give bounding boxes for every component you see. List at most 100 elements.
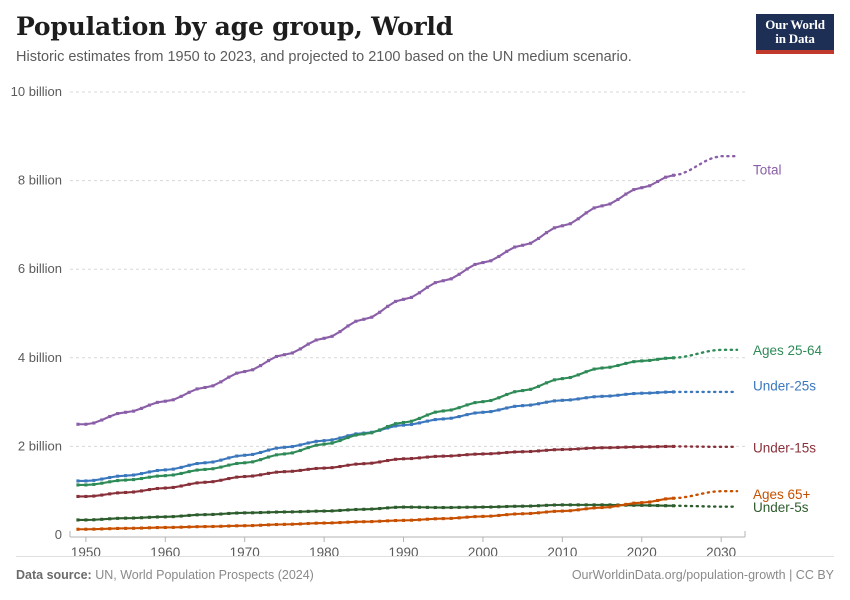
data-point-marker[interactable] — [401, 420, 406, 425]
data-point-marker[interactable] — [219, 524, 223, 528]
data-point-marker[interactable] — [529, 403, 533, 407]
data-point-marker[interactable] — [433, 505, 437, 510]
data-point-marker[interactable] — [203, 467, 207, 471]
data-point-marker[interactable] — [544, 503, 549, 507]
data-point-marker[interactable] — [394, 505, 398, 509]
data-point-marker[interactable] — [76, 479, 80, 483]
data-point-marker[interactable] — [243, 461, 247, 465]
data-point-marker[interactable] — [608, 505, 612, 509]
data-point-marker[interactable] — [616, 363, 620, 368]
data-point-marker[interactable] — [513, 512, 517, 516]
data-point-marker[interactable] — [219, 512, 223, 516]
data-point-marker[interactable] — [536, 504, 541, 508]
data-point-marker[interactable] — [632, 445, 636, 449]
data-point-marker[interactable] — [656, 445, 660, 449]
data-point-marker[interactable] — [131, 478, 136, 482]
data-point-marker[interactable] — [648, 184, 652, 188]
data-point-marker[interactable] — [600, 503, 604, 507]
data-point-marker[interactable] — [616, 393, 620, 397]
series-line-projected[interactable] — [672, 348, 739, 359]
data-point-marker[interactable] — [521, 450, 525, 454]
data-point-marker[interactable] — [282, 353, 286, 357]
data-point-marker[interactable] — [378, 506, 382, 511]
data-point-marker[interactable] — [116, 474, 120, 478]
data-point-marker[interactable] — [656, 498, 660, 502]
data-point-marker[interactable] — [354, 319, 358, 323]
data-point-marker[interactable] — [417, 518, 421, 522]
data-point-marker[interactable] — [100, 527, 104, 531]
data-point-marker[interactable] — [608, 202, 612, 206]
data-point-marker[interactable] — [266, 455, 271, 459]
data-point-marker[interactable] — [330, 466, 334, 470]
data-point-marker[interactable] — [306, 441, 310, 445]
data-point-marker[interactable] — [560, 224, 564, 228]
data-point-marker[interactable] — [163, 468, 167, 472]
data-point-marker[interactable] — [536, 511, 541, 515]
data-point-marker[interactable] — [671, 356, 676, 360]
data-point-marker[interactable] — [640, 445, 644, 449]
data-point-marker[interactable] — [473, 505, 477, 509]
data-point-marker[interactable] — [600, 394, 604, 398]
data-point-marker[interactable] — [187, 463, 191, 467]
data-point-marker[interactable] — [100, 493, 104, 497]
data-point-marker[interactable] — [640, 503, 644, 507]
data-point-marker[interactable] — [386, 304, 390, 308]
data-point-marker[interactable] — [306, 467, 310, 471]
data-point-marker[interactable] — [100, 517, 104, 521]
data-point-marker[interactable] — [306, 509, 310, 513]
data-point-marker[interactable] — [187, 390, 191, 394]
data-point-marker[interactable] — [147, 403, 151, 407]
data-point-marker[interactable] — [290, 445, 294, 449]
data-point-marker[interactable] — [346, 436, 350, 440]
data-point-marker[interactable] — [560, 509, 564, 513]
series-label-under-5s[interactable]: Under-5s — [753, 500, 809, 515]
data-point-marker[interactable] — [243, 369, 247, 374]
data-point-marker[interactable] — [505, 450, 509, 455]
data-point-marker[interactable] — [346, 508, 350, 512]
data-point-marker[interactable] — [116, 526, 120, 530]
series-label-under-25s[interactable]: Under-25s — [753, 378, 816, 393]
data-point-marker[interactable] — [513, 504, 517, 508]
data-point-marker[interactable] — [124, 478, 128, 482]
data-point-marker[interactable] — [624, 192, 628, 196]
data-point-marker[interactable] — [481, 505, 485, 509]
data-point-marker[interactable] — [473, 411, 477, 415]
data-point-marker[interactable] — [338, 436, 342, 440]
data-point-marker[interactable] — [465, 505, 469, 509]
data-point-marker[interactable] — [441, 454, 445, 458]
data-point-marker[interactable] — [195, 513, 199, 517]
data-point-marker[interactable] — [179, 394, 183, 398]
data-point-marker[interactable] — [139, 489, 144, 493]
data-point-marker[interactable] — [330, 438, 334, 442]
data-point-marker[interactable] — [163, 399, 167, 403]
data-point-marker[interactable] — [552, 509, 556, 513]
data-point-marker[interactable] — [529, 241, 533, 245]
data-point-marker[interactable] — [131, 473, 136, 477]
data-point-marker[interactable] — [529, 387, 533, 391]
data-point-marker[interactable] — [187, 525, 191, 529]
data-point-marker[interactable] — [330, 334, 334, 338]
data-point-marker[interactable] — [227, 375, 231, 379]
data-point-marker[interactable] — [203, 461, 207, 465]
data-point-marker[interactable] — [433, 410, 437, 414]
data-point-marker[interactable] — [600, 366, 604, 370]
data-point-marker[interactable] — [592, 446, 596, 450]
data-point-marker[interactable] — [401, 297, 406, 301]
data-point-marker[interactable] — [592, 206, 596, 210]
data-point-marker[interactable] — [536, 384, 541, 388]
data-point-marker[interactable] — [338, 508, 342, 512]
data-point-marker[interactable] — [116, 516, 120, 520]
data-point-marker[interactable] — [560, 398, 564, 402]
data-point-marker[interactable] — [394, 299, 398, 303]
data-point-marker[interactable] — [386, 424, 390, 429]
data-point-marker[interactable] — [417, 421, 421, 425]
data-point-marker[interactable] — [163, 525, 167, 530]
data-point-marker[interactable] — [235, 511, 239, 515]
data-point-marker[interactable] — [465, 453, 469, 457]
data-point-marker[interactable] — [632, 501, 636, 505]
data-point-marker[interactable] — [521, 404, 525, 408]
data-point-marker[interactable] — [584, 503, 588, 507]
data-point-marker[interactable] — [155, 468, 159, 473]
data-point-marker[interactable] — [600, 505, 604, 510]
data-point-marker[interactable] — [529, 504, 533, 508]
